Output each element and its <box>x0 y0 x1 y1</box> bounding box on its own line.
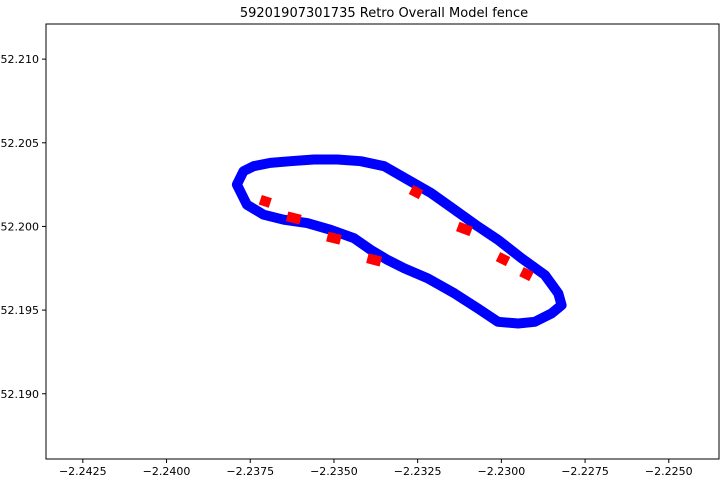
x-tick-label: −2.2300 <box>478 465 526 478</box>
x-tick-label: −2.2425 <box>59 465 107 478</box>
highlight-segment <box>285 211 302 225</box>
highlight-segment <box>366 253 383 267</box>
highlight-segment <box>495 252 511 267</box>
x-tick-label: −2.2400 <box>143 465 191 478</box>
x-tick-label: −2.2325 <box>394 465 442 478</box>
highlight-segment <box>326 231 342 245</box>
x-axis: −2.2425 −2.2400 −2.2375 −2.2350 −2.2325 −2.23… <box>59 459 693 478</box>
x-tick-label: −2.2350 <box>310 465 358 478</box>
x-tick-label: −2.2250 <box>645 465 693 478</box>
highlight-segment <box>408 185 424 200</box>
plot-layer <box>231 154 567 329</box>
x-tick-label: −2.2375 <box>226 465 274 478</box>
highlight-segment <box>456 221 473 237</box>
x-tick-label: −2.2275 <box>561 465 609 478</box>
highlight-segment <box>258 194 272 208</box>
y-tick-label: 52.210 <box>1 53 40 66</box>
plot-area <box>45 23 720 460</box>
y-tick-label: 52.195 <box>1 304 40 317</box>
track-series <box>231 154 567 329</box>
y-tick-label: 52.205 <box>1 137 40 150</box>
y-tick-label: 52.200 <box>1 220 40 233</box>
highlight-segment <box>519 267 534 282</box>
y-axis: 52.190 52.195 52.200 52.205 52.210 <box>1 53 46 401</box>
chart-title: 59201907301735 Retro Overall Model fence <box>240 6 528 21</box>
y-tick-label: 52.190 <box>1 388 40 401</box>
